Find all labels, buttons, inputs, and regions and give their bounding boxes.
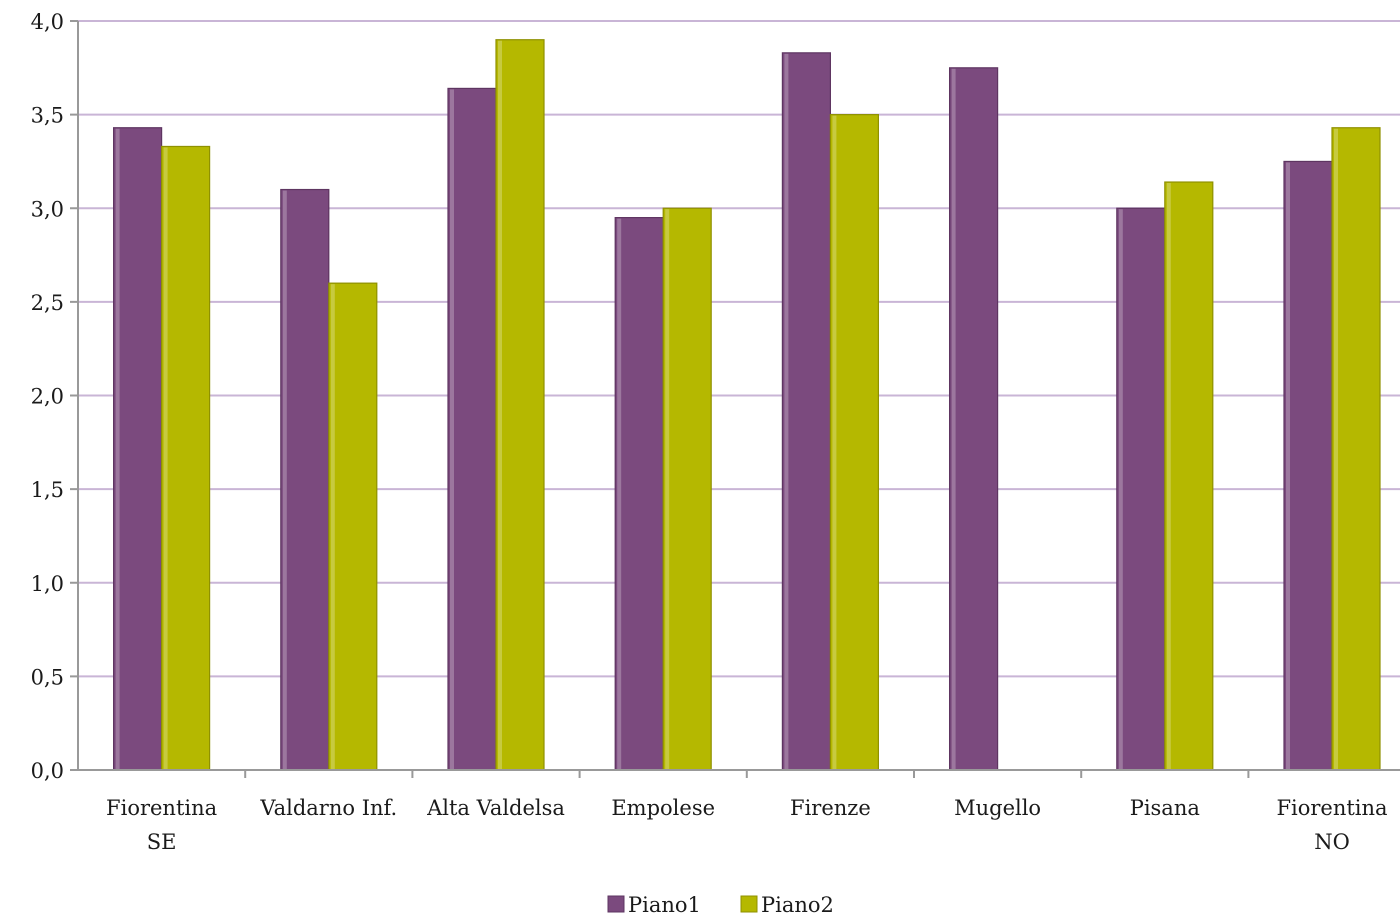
bars: [112, 39, 1381, 771]
legend-label-piano1: Piano1: [628, 893, 701, 917]
bar-highlight: [282, 190, 287, 769]
bar-piano2: [829, 114, 880, 771]
x-category-label: SE: [147, 830, 177, 854]
y-tick-label: 0,5: [31, 665, 64, 689]
bar-highlight: [617, 218, 622, 770]
x-category-label: Mugello: [954, 796, 1041, 820]
y-tick-label: 1,5: [31, 478, 64, 502]
x-category-label: Empolese: [611, 796, 715, 820]
bar-piano1: [614, 217, 664, 771]
legend-swatch-piano1: [607, 895, 625, 913]
bar-highlight: [1166, 183, 1171, 769]
legend: Piano1 Piano2: [607, 893, 834, 917]
bar-highlight: [1118, 209, 1123, 769]
y-tick-label: 3,5: [31, 104, 64, 128]
x-category-label: NO: [1314, 830, 1350, 854]
bar-highlight: [115, 128, 120, 770]
bar-highlight: [665, 209, 670, 769]
axes: [70, 20, 1400, 778]
x-category-label: Fiorentina: [1276, 796, 1387, 820]
y-tick-label: 3,0: [31, 197, 64, 221]
axis-labels: 0,0 0,5 1,0 1,5 2,0 2,5 3,0 3,5 4,0 Fiorentina SE V…: [31, 10, 1388, 854]
y-tick-label: 4,0: [31, 10, 64, 34]
y-tick-label: 2,5: [31, 291, 64, 315]
bar-piano2: [662, 207, 712, 771]
bar-highlight: [330, 284, 335, 769]
bar-piano1: [1283, 160, 1333, 771]
bar-highlight: [832, 115, 837, 769]
bar-piano2: [328, 282, 378, 771]
bar-piano2: [495, 39, 545, 771]
bar-piano1: [112, 127, 163, 771]
bar-highlight: [163, 147, 168, 769]
y-tick-label: 0,0: [31, 759, 64, 783]
y-tick-label: 1,0: [31, 572, 64, 596]
x-category-label: Fiorentina: [106, 796, 217, 820]
bar-highlight: [951, 68, 956, 769]
bar-piano2: [161, 145, 211, 771]
bar-piano2: [1164, 181, 1214, 771]
bar-piano1: [781, 52, 832, 771]
bar-piano1: [280, 188, 330, 771]
legend-swatch-piano2: [740, 895, 758, 913]
bar-piano2: [1331, 127, 1381, 771]
bar-highlight: [1286, 162, 1290, 769]
bar-highlight: [784, 53, 789, 769]
bar-highlight: [498, 40, 502, 770]
x-category-label: Valdarno Inf.: [259, 796, 397, 820]
x-category-label: Pisana: [1130, 796, 1200, 820]
x-category-label: Alta Valdelsa: [426, 796, 565, 820]
bar-highlight: [1334, 128, 1338, 770]
y-tick-label: 2,0: [31, 385, 64, 409]
bar-piano1: [1116, 207, 1166, 771]
x-category-label: Firenze: [790, 796, 871, 820]
bar-piano1: [948, 67, 999, 771]
legend-label-piano2: Piano2: [761, 893, 834, 917]
bar-highlight: [450, 89, 454, 769]
bar-piano1: [447, 87, 497, 771]
